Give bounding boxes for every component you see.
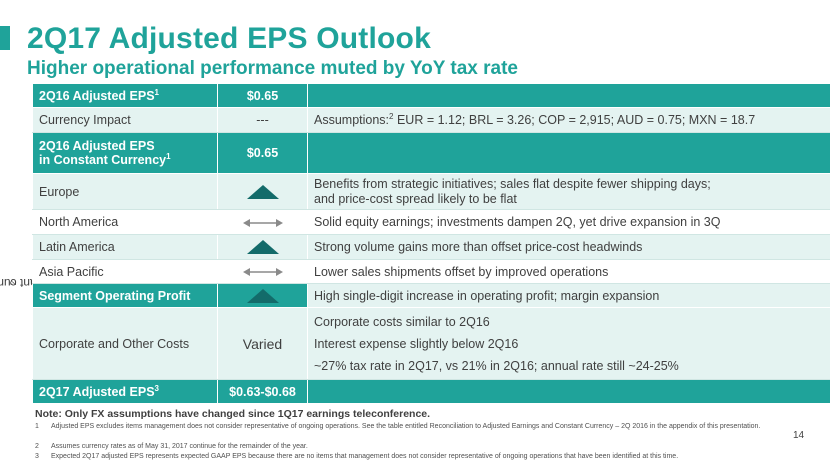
row-value: $0.63-$0.68 [217,379,308,404]
row-comment: Solid equity earnings; investments dampe… [307,209,830,235]
row-comment [307,379,830,404]
triangle-up-icon [246,184,279,199]
row-comment: Corporate costs similar to 2Q16 Interest… [307,307,830,380]
row-comment [307,83,830,108]
page-number: 14 [793,430,805,441]
row-comment: High single-digit increase in operating … [307,283,830,308]
double-arrow-icon [242,268,283,277]
row-comment: Strong volume gains more than offset pri… [307,234,830,260]
row-label: Asia Pacific [32,259,218,284]
footnote-1: 1 Adjusted EPS excludes items management … [35,423,761,430]
row-label: 2Q17 Adjusted EPS3 [32,379,218,404]
row-comment [307,132,830,174]
row-label: 2Q16 Adjusted EPS1 [32,83,218,108]
constant-currency-side-label: On a constant currency basis2 [0,275,95,290]
title-accent-bar [0,26,10,50]
corporate-comment-line: Interest expense slightly below 2Q16 [314,336,519,351]
table-row-segment-operating-profit: Segment Operating Profit High single-dig… [32,283,830,308]
slide-title: 2Q17 Adjusted EPS Outlook [27,22,431,55]
row-label: 2Q16 Adjusted EPS in Constant Currency1 [32,132,218,174]
corporate-comment-line: ~27% tax rate in 2Q17, vs 21% in 2Q16; a… [314,358,679,373]
table-row-2q17-adjusted-eps: 2Q17 Adjusted EPS3 $0.63-$0.68 [32,379,830,404]
row-value: Varied [217,307,308,380]
footnote-3: 3 Expected 2Q17 adjusted EPS represents e… [35,453,679,460]
row-label: Europe [32,173,218,210]
table-row-latin-america: Latin America Strong volume gains more t… [32,234,830,260]
row-value: --- [217,107,308,133]
row-label: Corporate and Other Costs [32,307,218,380]
fx-note: Note: Only FX assumptions have changed s… [35,408,431,420]
row-label: Currency Impact [32,107,218,133]
table-row-north-america: North America Solid equity earnings; inv… [32,209,830,235]
table-row-constant-currency-eps: 2Q16 Adjusted EPS in Constant Currency1 $… [32,132,830,174]
table-row-2q16-adjusted-eps: 2Q16 Adjusted EPS1 $0.65 [32,83,830,108]
table-row-europe: Europe Benefits from strategic initiativ… [32,173,830,210]
row-value: $0.65 [217,132,308,174]
eps-outlook-table: 2Q16 Adjusted EPS1 $0.65 Currency Impact… [32,83,830,404]
row-label: North America [32,209,218,235]
row-comment: Benefits from strategic initiatives; sal… [307,173,830,210]
footnote-2: 2 Assumes currency rates as of May 31, 20… [35,443,308,450]
row-comment: Assumptions:2 EUR = 1.12; BRL = 3.26; CO… [307,107,830,133]
corporate-comment-line: Corporate costs similar to 2Q16 [314,314,490,329]
table-row-currency-impact: Currency Impact --- Assumptions:2 EUR = … [32,107,830,133]
row-label: Segment Operating Profit [32,283,218,308]
row-value: $0.65 [217,83,308,108]
row-label: Latin America [32,234,218,260]
double-arrow-icon [242,218,283,227]
row-comment: Lower sales shipments offset by improved… [307,259,830,284]
triangle-up-icon [246,240,279,255]
table-row-asia-pacific: Asia Pacific Lower sales shipments offse… [32,259,830,284]
slide-subtitle: Higher operational performance muted by … [27,58,518,79]
table-row-corporate-other-costs: Corporate and Other Costs Varied Corpora… [32,307,830,380]
triangle-up-icon [246,288,279,303]
